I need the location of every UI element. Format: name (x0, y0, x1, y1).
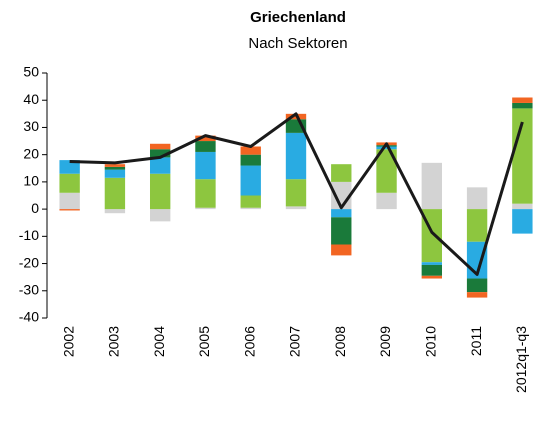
y-tick-label: 50 (23, 64, 39, 80)
bar-segment (149, 209, 171, 222)
bar-segment (240, 207, 261, 210)
bar-segment (331, 164, 352, 182)
x-tick-label: 2009 (377, 326, 393, 357)
bar-segment (331, 244, 352, 256)
bar-segment (512, 108, 533, 204)
x-tick-label: 2007 (287, 326, 303, 357)
y-tick-label: 30 (23, 118, 39, 134)
bar-segment (285, 132, 307, 180)
bar-segment (240, 146, 261, 155)
bar-segment (240, 165, 261, 196)
y-tick-label: -30 (19, 281, 39, 297)
bar-segment (59, 192, 80, 210)
bar-segment (104, 169, 126, 178)
bar-segment (104, 209, 126, 214)
bar-segment (285, 206, 307, 210)
y-tick-label: 20 (23, 145, 39, 161)
x-tick-label: 2012q1-q3 (513, 326, 529, 393)
bar-segment (466, 292, 488, 298)
chart-title: Griechenland (250, 9, 346, 26)
y-tick-label: 40 (23, 91, 39, 107)
bar-segment (104, 166, 126, 170)
y-tick-label: -40 (19, 309, 39, 325)
x-tick-label: 2002 (60, 326, 76, 357)
bar-segment (512, 102, 533, 109)
bar-segment (331, 217, 352, 245)
bar-segment (104, 177, 126, 210)
bar-segment (421, 264, 443, 276)
x-tick-label: 2011 (468, 326, 484, 356)
x-tick-label: 2004 (151, 326, 167, 357)
x-tick-label: 2005 (196, 326, 212, 357)
y-tick-label: 0 (31, 200, 39, 216)
bar-segment (376, 192, 397, 210)
bar-segment (149, 143, 171, 150)
x-tick-label: 2003 (106, 326, 122, 357)
bar-segment (59, 173, 80, 193)
bar-segment (512, 209, 533, 234)
bar-segment (59, 160, 80, 174)
bar-segment (421, 162, 443, 210)
bar-segment (149, 173, 171, 210)
x-tick-label: 2006 (241, 326, 257, 357)
bar-segment (466, 278, 488, 293)
chart-subtitle: Nach Sektoren (248, 35, 347, 52)
y-tick-label: -10 (19, 227, 39, 243)
bar-segment (376, 146, 397, 150)
bar-segment (149, 157, 171, 174)
bar-segment (195, 179, 216, 208)
bar-segment (195, 151, 216, 180)
bar-segment (421, 275, 443, 279)
bar-segment (331, 209, 352, 218)
bar-segment (512, 97, 533, 103)
bar-segment (240, 195, 261, 208)
bar-segment (195, 135, 216, 142)
bar-segment (59, 209, 80, 211)
line (69, 112, 524, 276)
bar-segment (421, 262, 443, 265)
x-tick-label: 2008 (332, 326, 348, 357)
x-tick-label: 2010 (423, 326, 439, 357)
bar-segment (466, 187, 488, 210)
y-tick-label: 10 (23, 173, 39, 189)
bar-segment (512, 203, 533, 210)
bar-segment (466, 209, 488, 242)
bar-segment (376, 149, 397, 193)
bar-segment (104, 164, 126, 167)
bar-segment (195, 141, 216, 152)
bar-segment (195, 207, 216, 210)
bar-segment (285, 179, 307, 207)
bar-segment (149, 149, 171, 158)
y-tick-label: -20 (19, 254, 39, 270)
bar-segment (240, 154, 261, 166)
